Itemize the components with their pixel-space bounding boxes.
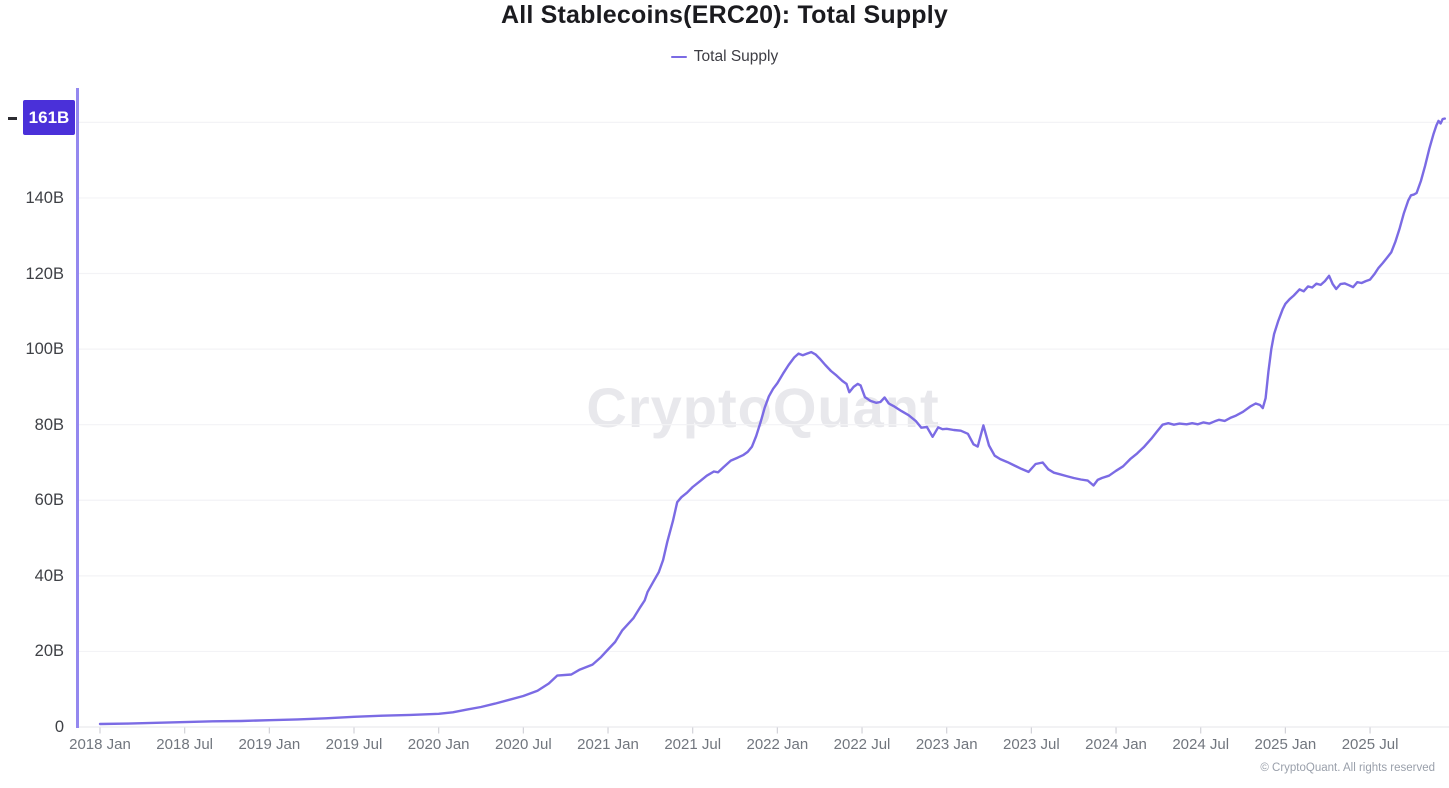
y-axis-label-0: 0 [54,718,64,736]
y-axis-label-120B: 120B [25,264,64,283]
x-axis-label-2023-Jul: 2023 Jul [1003,736,1060,753]
x-axis-label-2019-Jan: 2019 Jan [238,736,301,753]
x-axis-label-2022-Jan: 2022 Jan [746,736,809,753]
x-axis-label-2021-Jan: 2021 Jan [577,736,639,753]
x-axis-label-2024-Jul: 2024 Jul [1172,736,1230,753]
latest-value-badge: 161B [23,100,75,135]
y-axis-label-140B: 140B [25,188,64,207]
x-axis-label-2025-Jan: 2025 Jan [1254,736,1317,753]
x-axis-label-2018-Jul: 2018 Jul [156,736,214,753]
y-axis-label-20B: 20B [34,642,64,661]
x-axis-label-2025-Jul: 2025 Jul [1341,736,1399,753]
x-axis-label-2022-Jul: 2022 Jul [833,736,891,753]
x-axis-label-2020-Jul: 2020 Jul [494,736,552,753]
x-axis-label-2021-Jul: 2021 Jul [664,736,722,753]
x-axis-label-2023-Jan: 2023 Jan [915,736,978,753]
x-axis-label-2018-Jan: 2018 Jan [69,736,131,753]
legend-line-swatch [670,55,687,59]
latest-value-tick [8,117,17,120]
x-axis-label-2020-Jan: 2020 Jan [407,736,470,753]
y-axis-label-40B: 40B [34,566,64,585]
legend-item-total-supply[interactable]: Total Supply [0,48,1449,66]
x-axis-label-2019-Jul: 2019 Jul [325,736,383,753]
chart-title: All Stablecoins(ERC20): Total Supply [500,1,949,29]
copyright-notice: © CryptoQuant. All rights reserved [1260,762,1435,774]
y-axis-label-80B: 80B [34,415,64,434]
legend-label: Total Supply [693,48,779,65]
y-axis-label-100B: 100B [25,340,64,359]
y-axis-label-60B: 60B [34,491,64,510]
total-supply-line[interactable] [98,117,1447,726]
x-axis-label-2024-Jan: 2024 Jan [1085,736,1147,753]
